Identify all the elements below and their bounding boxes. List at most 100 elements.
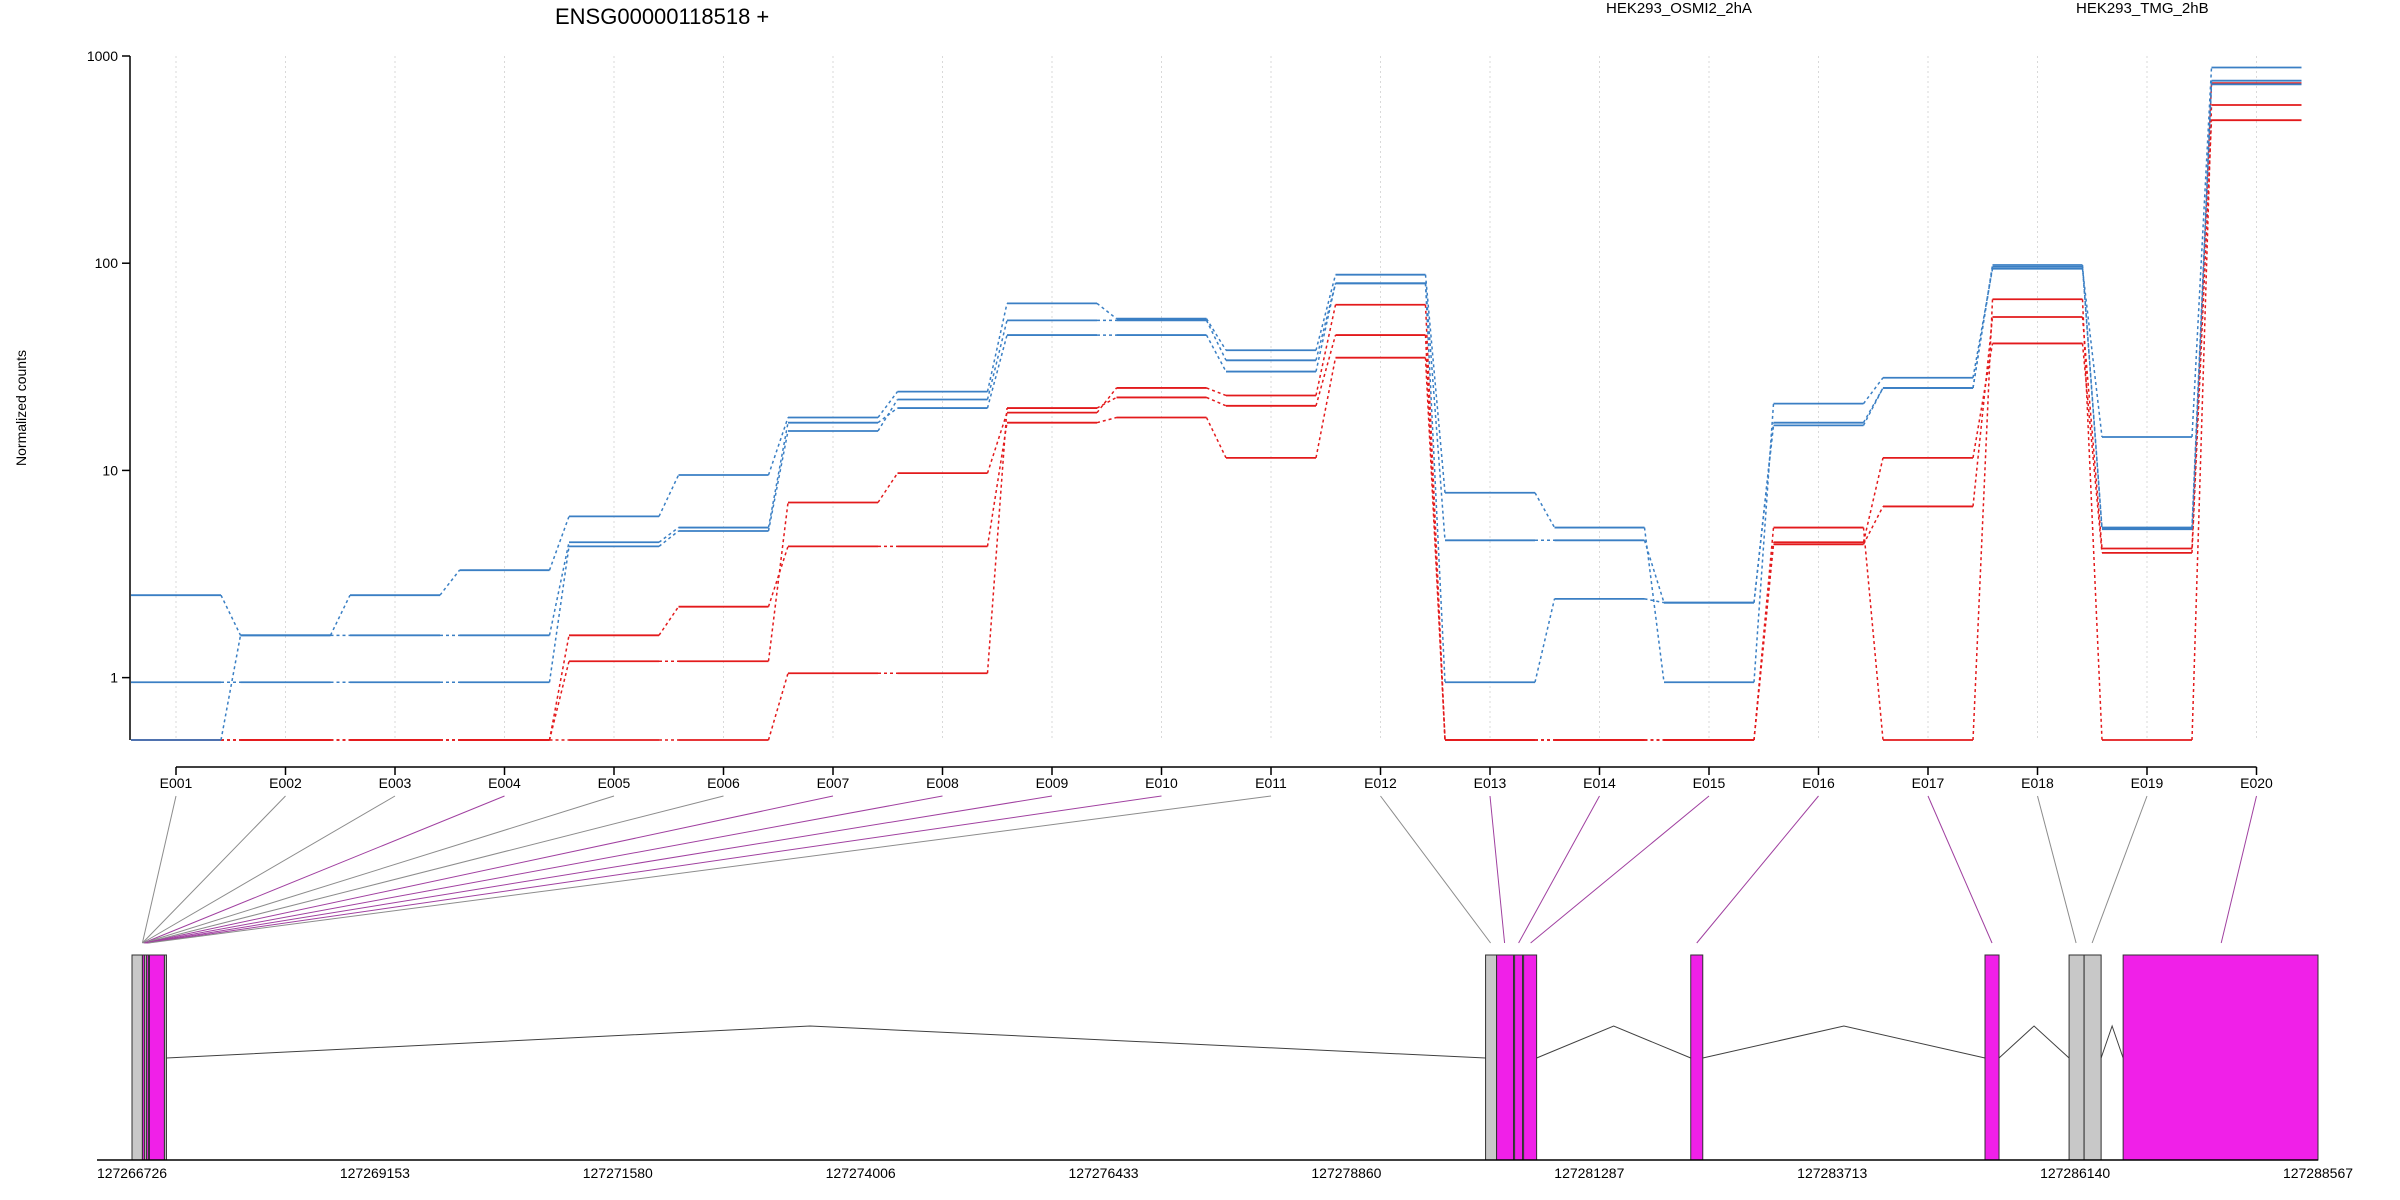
- series-5: [131, 79, 2302, 684]
- series-6-connector: [439, 569, 461, 596]
- series-2-connector: [2191, 104, 2213, 741]
- exon-link-e003: [142, 795, 396, 944]
- series-4: [131, 83, 2302, 684]
- series-5-connector: [1643, 540, 1665, 603]
- series-1-connector: [1862, 457, 1884, 543]
- series-5-connector: [658, 530, 679, 547]
- genomic-coordinate-label: 127283713: [1797, 1165, 1867, 1181]
- series-1-connector: [1205, 417, 1227, 459]
- plot-axes: 1 10 100 1000 E001 E002 E003 E004 E005 E006 E007 E0…: [87, 48, 2273, 791]
- exon-block-tested: [1984, 954, 2000, 1161]
- series-5-connector: [1205, 320, 1227, 361]
- intron-line: [166, 1025, 1486, 1059]
- series-5-connector: [1972, 264, 1994, 389]
- series-6-connector: [1205, 318, 1227, 351]
- series-6-connector: [658, 474, 680, 517]
- exon-link-e002: [142, 795, 286, 944]
- exon-link-e013: [1489, 795, 1506, 944]
- exon-link-e005: [143, 795, 615, 944]
- series-5-connector: [548, 546, 570, 683]
- series-5-connector: [2191, 80, 2213, 528]
- series-4-connector: [2081, 266, 2103, 530]
- gene-model: 127266726 127269153 127271580 127274006 1272…: [97, 954, 2353, 1181]
- series-2-connector: [1862, 527, 1884, 741]
- series-3-connector: [1424, 335, 1446, 741]
- series-4-connector: [1862, 387, 1884, 426]
- exon-block-tested: [1523, 954, 1538, 1161]
- intron-line: [1702, 1025, 1986, 1059]
- exon-link-e009: [146, 795, 1053, 944]
- series-1-connector: [548, 635, 570, 741]
- exon-link-e010: [147, 795, 1162, 944]
- series-3-connector: [2081, 316, 2103, 549]
- series-2: [131, 104, 2302, 741]
- series-3-connector: [1206, 396, 1227, 407]
- x-tick-label-e016: E016: [1802, 775, 1835, 791]
- exon-link-e008: [145, 795, 943, 944]
- genomic-coordinate-label: 127281287: [1554, 1165, 1624, 1181]
- series-2-connector: [1972, 299, 1994, 741]
- series-3-connector: [1862, 506, 1884, 545]
- exon-block-untested: [2068, 954, 2085, 1161]
- x-tick-label-e011: E011: [1255, 775, 1287, 791]
- exon-block-tested: [2122, 954, 2319, 1161]
- exon-link-e004: [143, 795, 505, 944]
- x-tick-label-e001: E001: [160, 775, 193, 791]
- genomic-coordinate-label: 127274006: [826, 1165, 896, 1181]
- series-6-connector: [1862, 377, 1884, 405]
- x-tick-label-e002: E002: [269, 775, 302, 791]
- x-tick-label-e008: E008: [926, 775, 959, 791]
- x-tick-label-e006: E006: [707, 775, 740, 791]
- series-1-connector: [986, 422, 1008, 547]
- series-4-connector: [1424, 283, 1446, 683]
- series-1-connector: [1972, 343, 1994, 458]
- series-6-connector: [1315, 274, 1337, 351]
- expression-series: [131, 66, 2302, 741]
- series-1-connector: [658, 606, 680, 636]
- series-5-connector: [1862, 387, 1884, 424]
- series-4-connector: [986, 334, 1008, 409]
- exon-block-untested: [1485, 954, 1498, 1161]
- series-6-connector: [1643, 527, 1665, 683]
- x-tick-label-e004: E004: [488, 775, 521, 791]
- series-3-connector: [1753, 544, 1775, 741]
- legend-label-osmi2: HEK293_OSMI2_2hA: [1606, 0, 1752, 17]
- series-1-connector: [2081, 343, 2103, 553]
- series-5-connector: [1315, 283, 1337, 361]
- exon-link-e015: [1530, 795, 1710, 944]
- series-3-connector: [1315, 334, 1337, 407]
- x-tick-label-e017: E017: [1912, 775, 1945, 791]
- series-1-connector: [1315, 357, 1337, 458]
- series-6-connector: [1753, 403, 1775, 683]
- y-tick-label: 1000: [87, 48, 118, 64]
- series-5-connector: [986, 320, 1008, 400]
- x-tick-label-e010: E010: [1145, 775, 1178, 791]
- exon-connector-lines: [141, 795, 2257, 944]
- series-4-connector: [548, 542, 570, 636]
- series-4-connector: [2191, 84, 2213, 530]
- series-5-connector: [1424, 283, 1446, 541]
- series-5-connector: [877, 399, 899, 432]
- series-2-connector: [1315, 304, 1337, 396]
- series-2-connector: [1096, 387, 1118, 414]
- exon-link-e014: [1518, 795, 1600, 944]
- series-2-connector: [2081, 299, 2103, 741]
- x-tick-label-e009: E009: [1036, 775, 1069, 791]
- series-5-connector: [1753, 422, 1775, 603]
- x-tick-label-e012: E012: [1364, 775, 1397, 791]
- series-5-connector: [767, 430, 789, 532]
- series-2-connector: [986, 412, 1008, 474]
- legend-label-tmg: HEK293_TMG_2hB: [2076, 0, 2209, 17]
- genomic-coordinate-label: 127286140: [2040, 1165, 2110, 1181]
- series-6-connector: [220, 635, 242, 741]
- y-tick-label: 100: [95, 255, 119, 271]
- x-tick-label-e013: E013: [1474, 775, 1507, 791]
- series-2-connector: [1206, 387, 1227, 397]
- exon-link-e017: [1927, 795, 1993, 944]
- series-2-connector: [548, 661, 570, 741]
- series-4-connector: [1315, 283, 1337, 372]
- exon-link-e019: [2091, 795, 2148, 944]
- x-tick-label-e018: E018: [2021, 775, 2054, 791]
- exon-link-e018: [2037, 795, 2077, 944]
- genomic-coordinate-label: 127278860: [1311, 1165, 1381, 1181]
